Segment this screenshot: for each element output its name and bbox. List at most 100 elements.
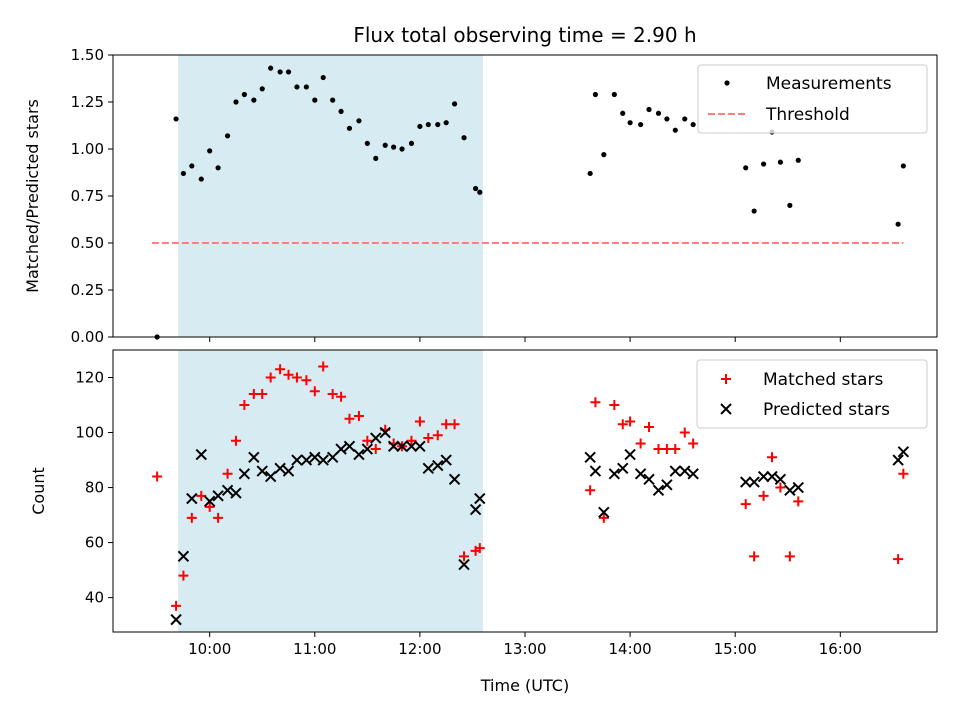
legend-label-threshold: Threshold [765,105,850,125]
measurement-point [900,163,906,169]
matched-star-point [327,389,338,400]
matched-star-point [585,485,596,496]
predicted-star-point [458,558,470,571]
measurement-point [373,155,379,161]
matched-star-point [257,389,268,400]
matched-star-point [644,422,655,433]
matched-star-point [171,600,182,611]
y-tick-label: 1.25 [71,93,104,111]
measurement-point [425,121,431,128]
predicted-star-point [661,479,673,491]
predicted-star-point [608,468,621,480]
y-tick-label: 1.00 [71,140,104,158]
measurement-point [638,121,644,128]
predicted-star-point [300,454,313,466]
legend-label-matched-stars: Matched stars [763,370,883,390]
legend-marker-predicted-stars [720,403,732,415]
measurement-point [408,140,415,146]
measurement-point [173,116,179,122]
matched-star-point [617,419,628,430]
predicted-star-point [669,465,682,477]
measurement-point [461,135,467,141]
predicted-star-point [448,473,461,486]
predicted-star-point [317,454,329,466]
x-tick-label: 14:00 [608,640,651,658]
measurement-point [215,165,221,171]
predicted-star-point [774,473,787,486]
measurement-point [198,176,204,182]
predicted-star-point [353,448,365,461]
legend-top: Measurements Threshold [697,64,928,134]
legend-x-glyph [720,403,732,415]
legend-box-bottom [696,359,928,429]
measurement-point [320,74,326,81]
matched-star-point [653,444,664,455]
matched-star-point [248,389,259,400]
predicted-star-point [687,468,699,480]
measurement-point [417,123,423,130]
matched-star-point [441,419,452,430]
x-tick-label: 13:00 [503,640,546,658]
predicted-star-point [343,440,356,453]
y-tick-label: 60 [85,534,104,552]
matched-star-point [318,361,329,372]
measurement-point [338,108,344,114]
matched-star-point [758,490,769,501]
matched-star-point [740,499,751,510]
y-tick-label: 1.50 [71,46,104,64]
measurement-point [233,99,239,105]
matched-star-point [414,416,425,427]
matched-star-point [784,551,795,562]
predicted-star-point [203,495,216,508]
predicted-star-point [617,462,629,475]
measurement-point [346,125,353,131]
matched-star-point [688,438,699,449]
predicted-star-point [784,484,796,497]
measurement-point [743,165,749,171]
y-tick-label: 40 [85,589,104,607]
matched-star-point [459,551,470,562]
predicted-star-point [740,476,752,488]
measurement-point [443,120,449,126]
predicted-star-point [387,440,400,453]
measurement-point [303,84,309,90]
matched-star-point [213,512,224,523]
measurement-point [690,121,696,128]
measurement-point [251,97,257,103]
measurement-point [364,140,370,146]
predicted-star-point [221,484,234,497]
predicted-star-point [748,476,760,488]
predicted-star-point [440,454,452,466]
matched-star-point [301,375,312,386]
predicted-star-point [643,473,655,486]
predicted-star-point [264,470,277,483]
measurement-point [682,116,688,122]
measurement-point [627,120,633,126]
matched-star-point [370,444,381,455]
matched-star-point [353,411,364,422]
y-tick-label: 0.50 [71,234,104,252]
predicted-star-point [396,440,408,453]
legend-label-predicted-stars: Predicted stars [763,400,890,420]
predicted-star-point [230,487,242,499]
matched-star-point [230,435,241,446]
measurement-point [285,69,292,75]
matched-star-point [749,551,760,562]
measurement-point [611,91,617,98]
matched-star-point [661,444,672,455]
y-tick-label: 100 [75,424,104,442]
x-axis-label: Time (UTC) [480,676,569,695]
matched-star-point [186,512,197,523]
measurement-point [356,118,362,124]
matched-star-point [204,501,215,512]
measurement-point [751,208,757,214]
predicted-star-point [212,490,224,502]
matched-star-point [766,452,777,463]
predicted-star-point [309,451,321,464]
measurement-point [435,121,441,128]
predicted-star-point [892,454,904,466]
matched-star-point [775,482,786,493]
chart-title: Flux total observing time = 2.90 h [353,23,696,47]
y-axis-label-bottom: Count [29,467,48,515]
matched-star-point [679,427,690,438]
